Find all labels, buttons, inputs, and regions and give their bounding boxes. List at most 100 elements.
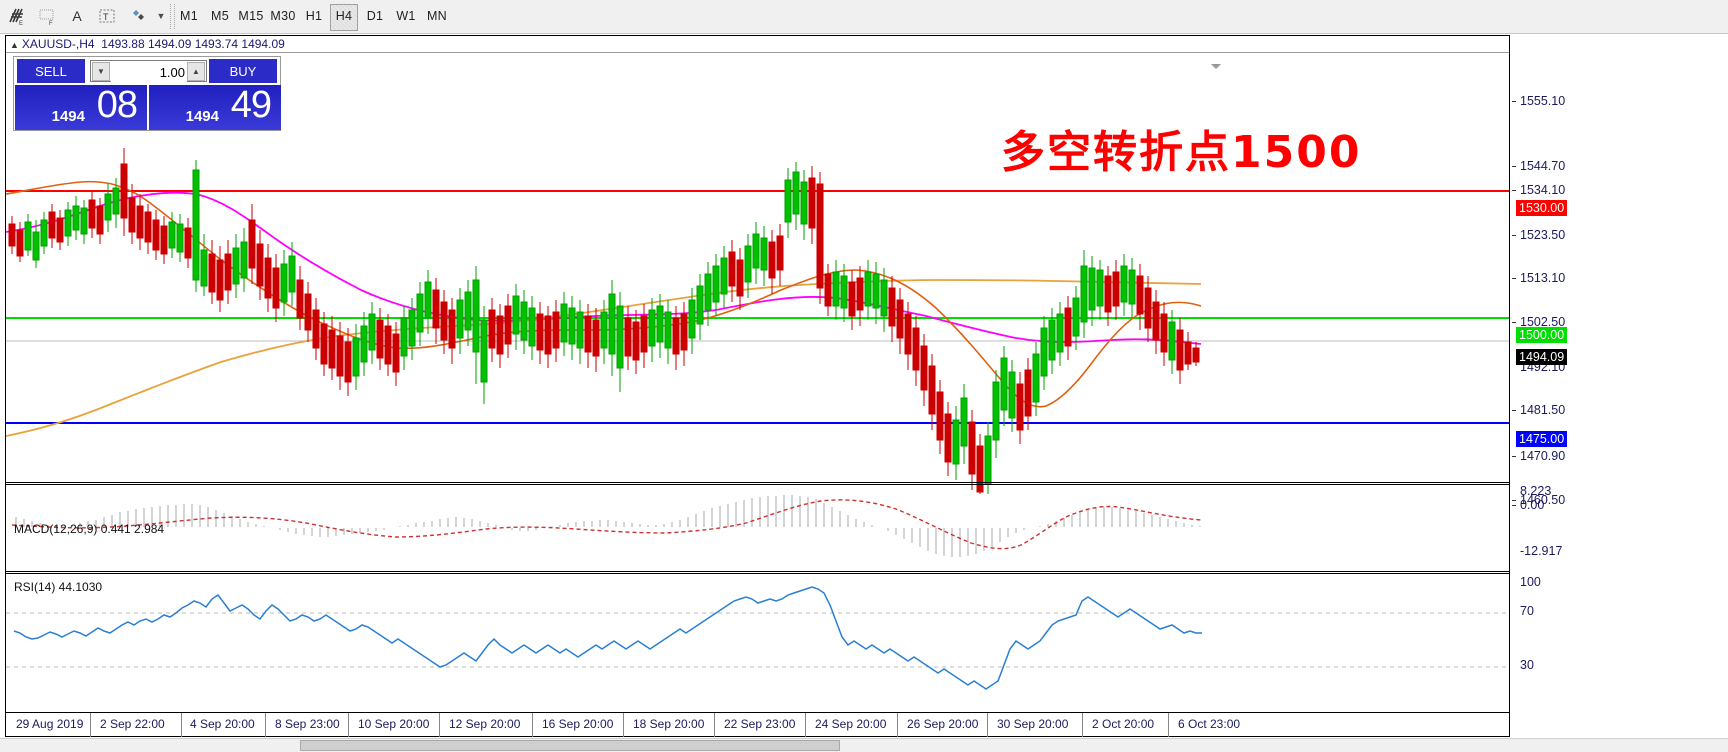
text-tool-icon[interactable]: A <box>72 8 82 24</box>
volume-input[interactable] <box>111 61 187 83</box>
macd-axis-tick <box>1512 505 1516 506</box>
macd-pane-top-border <box>6 482 1509 483</box>
rsi-axis-100: 100 <box>1520 575 1541 589</box>
price-label-1470: 1470.90 <box>1520 449 1566 463</box>
macd-indicator-label[interactable]: MACD(12,26,9) 0.441 2.984 <box>14 522 165 536</box>
svg-text:T: T <box>103 12 109 22</box>
price-tick <box>1512 190 1516 191</box>
time-separator <box>1168 713 1169 737</box>
price-label-1544: 1544.70 <box>1520 159 1566 173</box>
timeframe-w1[interactable]: W1 <box>396 9 416 23</box>
symbol-info-bar: ▲ XAUUSD-,H4 1493.88 1494.09 1493.74 1494… <box>6 36 1509 53</box>
time-label-0: 29 Aug 2019 <box>16 717 84 731</box>
time-axis[interactable]: 29 Aug 2019 2 Sep 22:00 4 Sep 20:00 8 Se… <box>5 713 1510 737</box>
rsi-pane <box>6 586 1509 690</box>
text-label-icon[interactable]: T <box>94 3 120 29</box>
timeframe-m5[interactable]: M5 <box>211 9 229 23</box>
time-label-8: 22 Sep 23:00 <box>724 717 796 731</box>
timeframe-m1[interactable]: M1 <box>180 9 198 23</box>
volume-stepper[interactable]: ▼ ▲ <box>90 60 207 83</box>
price-tick <box>1512 278 1516 279</box>
sell-price-decimal: 08 <box>96 85 138 126</box>
price-label-1481: 1481.50 <box>1520 403 1566 417</box>
time-separator <box>90 713 91 737</box>
price-tag-1500[interactable]: 1500.00 <box>1516 327 1568 343</box>
price-tag-1530[interactable]: 1530.00 <box>1516 200 1568 216</box>
price-tag-current-1494[interactable]: 1494.09 <box>1516 349 1568 365</box>
price-label-1460: 1460.50 <box>1520 493 1566 507</box>
time-separator <box>987 713 988 737</box>
price-label-1502: 1502.50 <box>1520 315 1566 329</box>
price-tick <box>1512 500 1516 501</box>
timeframe-mn[interactable]: MN <box>426 9 448 23</box>
buy-button[interactable]: BUY <box>209 59 277 83</box>
objects-icon[interactable] <box>126 3 152 29</box>
price-tick <box>1512 322 1516 323</box>
timeframe-h4[interactable]: H4 <box>330 4 358 31</box>
price-label-1534: 1534.10 <box>1520 183 1566 197</box>
chart-window[interactable]: ▲ XAUUSD-,H4 1493.88 1494.09 1493.74 1494… <box>5 35 1510 713</box>
time-separator <box>805 713 806 737</box>
price-tick <box>1512 166 1516 167</box>
volume-decrease-icon[interactable]: ▼ <box>92 62 110 81</box>
rsi-axis-70: 70 <box>1520 604 1534 618</box>
time-label-9: 24 Sep 20:00 <box>815 717 887 731</box>
time-label-7: 18 Sep 20:00 <box>633 717 705 731</box>
macd-axis-min: -12.917 <box>1520 544 1563 558</box>
sell-price-button[interactable]: 1494 08 <box>15 85 147 130</box>
rsi-indicator-label[interactable]: RSI(14) 44.1030 <box>14 580 103 594</box>
price-scale[interactable]: 1555.10 1544.70 1534.10 1523.50 1513.10 … <box>1512 35 1728 713</box>
price-label-1513: 1513.10 <box>1520 271 1566 285</box>
buy-price-button[interactable]: 1494 49 <box>149 85 281 130</box>
rsi-pane-top-border <box>6 571 1509 572</box>
toolbar-separator <box>170 4 175 29</box>
rsi-pane-top-border2 <box>6 573 1509 574</box>
chart-symbol-label: XAUUSD-,H4 <box>21 37 95 51</box>
time-separator <box>1082 713 1083 737</box>
one-click-trade-panel[interactable]: SELL ▼ ▲ BUY 1494 08 1494 49 <box>13 56 281 131</box>
time-label-13: 6 Oct 23:00 <box>1178 717 1241 731</box>
grid-glyph: F <box>39 9 54 26</box>
chevron-down-icon[interactable]: ▼ <box>156 11 166 21</box>
objects-glyph <box>133 10 144 20</box>
indicators-icon[interactable]: E <box>4 3 30 29</box>
sell-button[interactable]: SELL <box>17 59 85 83</box>
time-label-6: 16 Sep 20:00 <box>542 717 614 731</box>
time-separator <box>181 713 182 737</box>
buy-price-decimal: 49 <box>230 85 272 126</box>
time-label-12: 2 Oct 20:00 <box>1092 717 1155 731</box>
grid-icon[interactable]: F <box>34 3 60 29</box>
time-label-11: 30 Sep 20:00 <box>997 717 1069 731</box>
price-label-1523: 1523.50 <box>1520 228 1566 242</box>
timeframe-d1[interactable]: D1 <box>366 9 384 23</box>
ma-orange-slow-line <box>6 279 1202 437</box>
time-label-3: 8 Sep 23:00 <box>275 717 340 731</box>
scrollbar-thumb[interactable] <box>300 740 840 751</box>
price-tag-1475[interactable]: 1475.00 <box>1516 431 1568 447</box>
rsi-axis-30: 30 <box>1520 658 1534 672</box>
time-separator <box>714 713 715 737</box>
price-label-1555: 1555.10 <box>1520 94 1566 108</box>
ma-orange-fast-line <box>6 180 1202 408</box>
time-separator <box>439 713 440 737</box>
time-separator <box>348 713 349 737</box>
macd-axis-zero: 0.00 <box>1520 498 1545 512</box>
time-label-1: 2 Sep 22:00 <box>100 717 165 731</box>
buy-price-integer: 1494 <box>185 108 219 125</box>
timeframe-h1[interactable]: H1 <box>305 9 323 23</box>
price-tick <box>1512 410 1516 411</box>
indicators-glyph: E <box>9 8 23 26</box>
timeframe-m30[interactable]: M30 <box>270 9 296 23</box>
svg-text:E: E <box>19 21 23 26</box>
price-pane <box>6 148 1509 494</box>
time-separator <box>532 713 533 737</box>
timeframe-m15[interactable]: M15 <box>238 9 264 23</box>
macd-pane <box>11 495 1202 557</box>
volume-increase-icon[interactable]: ▲ <box>187 62 205 81</box>
candlestick-series <box>8 148 1200 494</box>
sell-price-integer: 1494 <box>51 108 85 125</box>
horizontal-scrollbar[interactable] <box>0 738 1728 752</box>
time-label-2: 4 Sep 20:00 <box>190 717 255 731</box>
chart-context-arrow-icon[interactable] <box>1211 64 1221 69</box>
collapse-triangle-icon[interactable]: ▲ <box>10 40 19 50</box>
